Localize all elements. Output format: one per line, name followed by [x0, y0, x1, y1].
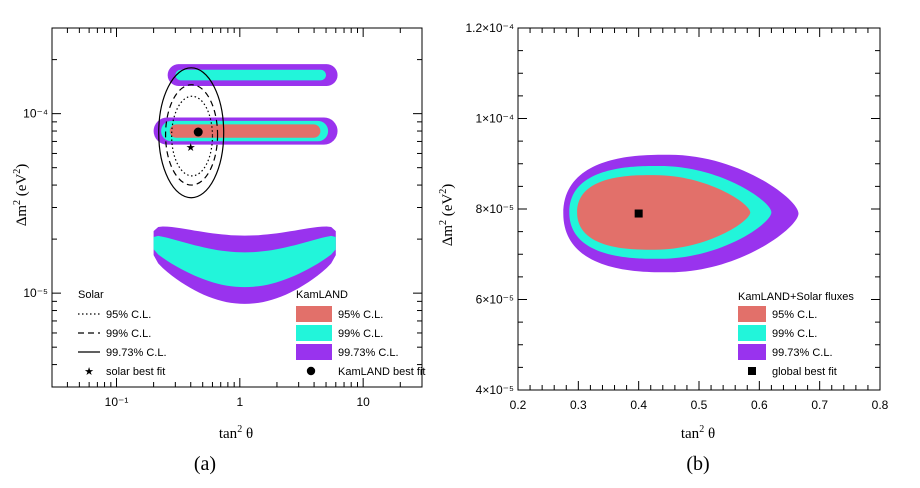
kamland-band-99	[153, 235, 336, 288]
solar-legend-title: Solar	[78, 289, 104, 301]
legend-swatch-99	[296, 325, 332, 341]
global-legend-9973: 99.73% C.L.	[772, 347, 833, 359]
y-axis-label-b: Δm2 (eV2)	[438, 184, 456, 247]
solar-best-fit-star: ★	[186, 141, 196, 154]
y-tick-label: 10⁻⁴	[23, 107, 48, 121]
legend-swatch-9973-b	[738, 344, 766, 360]
legend-dot-icon	[306, 366, 316, 376]
kamland-legend-95: 95% C.L.	[338, 309, 383, 321]
x-tick-label: 0.5	[691, 398, 708, 412]
x-tick-label: 1	[236, 395, 243, 409]
kamland-legend-bestfit: KamLAND best fit	[338, 366, 425, 378]
legend-swatch-95	[296, 306, 332, 322]
global-best-fit-marker	[634, 209, 643, 218]
x-tick-label: 0.7	[811, 398, 828, 412]
solar-legend-95: 95% C.L.	[106, 309, 151, 321]
solar-contour-solid	[158, 67, 225, 199]
global-contours	[563, 154, 799, 273]
kamland-legend-9973: 99.73% C.L.	[338, 347, 399, 359]
panel-caption-a: (a)	[194, 453, 216, 475]
legend-swatch-95-b	[738, 306, 766, 322]
x-tick-label: 0.4	[630, 398, 647, 412]
kamland-island-1	[175, 69, 327, 81]
legend-square-icon	[748, 367, 756, 375]
kamland-legend: KamLAND 95% C.L. 99% C.L. 99.73% C.L. Ka…	[296, 289, 425, 378]
x-tick-label: 0.6	[751, 398, 768, 412]
x-axis-label-b: tan2 θ	[681, 424, 715, 442]
y-tick-label: 10⁻⁵	[23, 286, 48, 300]
axis-ticks-b: 0.2 0.3 0.4 0.5 0.6 0.7 0.8 4×10⁻⁵ 6×10⁻⁵ 8×10⁻⁵ 1…	[465, 21, 888, 412]
panel-caption-b: (b)	[686, 453, 709, 475]
y-tick-label: 1.2×10⁻⁴	[465, 21, 514, 35]
kamland-best-fit-point	[193, 127, 203, 137]
global-contour-c95	[577, 175, 751, 250]
x-tick-label: 0.8	[872, 398, 889, 412]
x-tick-label: 10⁻¹	[105, 395, 129, 409]
best-fit-markers: ★	[186, 127, 203, 154]
y-tick-label: 4×10⁻⁵	[476, 383, 514, 397]
legend-swatch-9973	[296, 344, 332, 360]
global-legend-95: 95% C.L.	[772, 309, 817, 321]
solar-legend-bestfit: solar best fit	[106, 366, 165, 378]
y-axis-label-a: Δm2 (eV2)	[12, 164, 30, 227]
solar-legend-99: 99% C.L.	[106, 328, 151, 340]
global-legend-title: KamLAND+Solar fluxes	[738, 291, 854, 303]
x-tick-label: 0.2	[510, 398, 527, 412]
global-best-fit-point	[634, 209, 643, 218]
global-legend-bestfit: global best fit	[772, 366, 837, 378]
global-legend-99: 99% C.L.	[772, 328, 817, 340]
axis-ticks-a: 10⁻¹ 1 10 10⁻⁵ 10⁻⁴	[23, 28, 423, 409]
y-tick-label: 6×10⁻⁵	[476, 293, 514, 307]
x-axis-label-a: tan2 θ	[219, 424, 253, 442]
kamland-legend-99: 99% C.L.	[338, 328, 383, 340]
y-tick-label: 1×10⁻⁴	[475, 112, 514, 126]
global-legend: KamLAND+Solar fluxes 95% C.L. 99% C.L. 9…	[738, 291, 854, 378]
solar-contours	[158, 67, 225, 199]
kamland-island-4	[169, 124, 321, 138]
legend-star-icon: ★	[84, 365, 94, 378]
legend-swatch-99-b	[738, 325, 766, 341]
kamland-legend-title: KamLAND	[296, 289, 348, 301]
kamland-contours	[153, 64, 338, 304]
solar-contour-dashed	[164, 84, 219, 186]
solar-legend: Solar 95% C.L. 99% C.L. 99.73% C.L. ★ so…	[78, 289, 167, 378]
panel-a: ★ 10⁻¹ 1 10 10⁻⁵ 10⁻⁴ tan2 θ Δm2 (eV2) (a) S…	[12, 27, 425, 475]
y-tick-label: 8×10⁻⁵	[476, 202, 514, 216]
x-tick-label: 10	[356, 395, 370, 409]
solar-legend-9973: 99.73% C.L.	[106, 347, 167, 359]
x-tick-label: 0.3	[570, 398, 587, 412]
solar-contour-dotted	[171, 95, 214, 177]
panel-b: 0.2 0.3 0.4 0.5 0.6 0.7 0.8 4×10⁻⁵ 6×10⁻⁵ 8×10⁻⁵ 1…	[438, 21, 889, 475]
